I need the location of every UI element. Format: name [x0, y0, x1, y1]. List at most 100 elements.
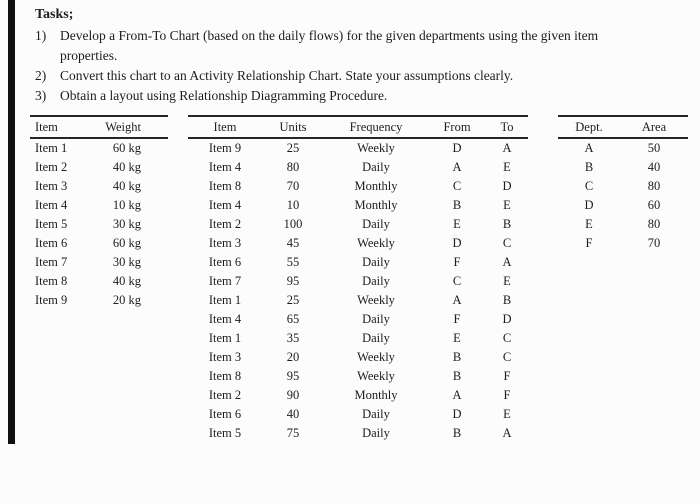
table-row: Item 3 40 kg: [30, 177, 168, 196]
table-cell: 30 kg: [112, 217, 141, 231]
table-row: Item 9 20 kg: [30, 291, 168, 310]
table-row: Item 1 35 Daily E C: [188, 329, 528, 348]
table-cell: A: [452, 160, 462, 174]
table-row: Item 8 95 Weekly B F: [188, 367, 528, 386]
table-cell: 55: [286, 255, 300, 269]
table-cell: E: [503, 407, 511, 421]
table-cell: A: [452, 388, 462, 402]
table-cell: D: [452, 141, 462, 155]
table-cell: Weekly: [357, 369, 395, 383]
table-row: Item 4 65 Daily F D: [188, 310, 528, 329]
table-cell: Daily: [362, 312, 390, 326]
table-cell: E: [503, 274, 511, 288]
table-cell: 10 kg: [112, 198, 141, 212]
table-row: Item 6 60 kg: [30, 234, 168, 253]
table-row: D 60: [558, 196, 688, 215]
table-cell: A: [502, 255, 512, 269]
table-cell: Daily: [362, 160, 390, 174]
column-header: Dept.: [558, 116, 620, 139]
table-header-row: Item Units Frequency From To: [188, 116, 528, 139]
table-cell: Item 2: [35, 160, 68, 174]
task-text: Obtain a layout using Relationship Diagr…: [60, 88, 388, 103]
column-header: Frequency: [324, 116, 428, 139]
column-header: To: [486, 116, 528, 139]
table-cell: 45: [286, 236, 300, 250]
task-item: 2) Convert this chart to an Activity Rel…: [35, 66, 675, 86]
table-cell: Weekly: [357, 141, 395, 155]
table-cell: B: [502, 217, 512, 231]
dept-area-table: Dept. Area A 50 B 40 C 80 D 60 E 80 F 70: [558, 115, 688, 253]
table-cell: C: [452, 179, 462, 193]
table-header-row: Item Weight: [30, 116, 168, 139]
table-cell: E: [453, 217, 461, 231]
table-header-row: Dept. Area: [558, 116, 688, 139]
table-row: E 80: [558, 215, 688, 234]
table-row: F 70: [558, 234, 688, 253]
table-cell: Item 3: [208, 236, 242, 250]
table-cell: 40: [647, 160, 661, 174]
column-header: Item: [188, 116, 262, 139]
table-cell: Item 6: [208, 255, 242, 269]
table-cell: Monthly: [354, 388, 398, 402]
table-cell: 40: [286, 407, 300, 421]
table-cell: B: [452, 426, 462, 440]
table-cell: D: [584, 198, 594, 212]
table-row: Item 5 30 kg: [30, 215, 168, 234]
table-cell: Daily: [362, 255, 390, 269]
table-cell: Weekly: [357, 236, 395, 250]
column-header: From: [428, 116, 486, 139]
table-cell: 40 kg: [112, 274, 141, 288]
table-cell: F: [503, 388, 511, 402]
table-cell: D: [502, 312, 512, 326]
table-cell: 35: [286, 331, 300, 345]
table-cell: Item 9: [208, 141, 242, 155]
table-cell: E: [503, 198, 511, 212]
table-cell: Item 2: [208, 388, 242, 402]
table-cell: Daily: [362, 407, 390, 421]
table-cell: 60 kg: [112, 236, 141, 250]
table-row: Item 1 60 kg: [30, 138, 168, 158]
table-cell: Item 5: [208, 426, 242, 440]
table-cell: Item 4: [35, 198, 68, 212]
table-row: Item 4 80 Daily A E: [188, 158, 528, 177]
table-cell: Item 5: [35, 217, 68, 231]
table-cell: Item 4: [208, 198, 242, 212]
table-cell: A: [502, 141, 512, 155]
table-cell: Item 4: [208, 160, 242, 174]
table-cell: Item 7: [208, 274, 242, 288]
column-header: Area: [620, 116, 688, 139]
table-row: Item 4 10 Monthly B E: [188, 196, 528, 215]
table-cell: E: [585, 217, 593, 231]
table-cell: 60: [647, 198, 661, 212]
table-cell: Monthly: [354, 198, 398, 212]
table-cell: 20 kg: [112, 293, 141, 307]
table-cell: Item 8: [208, 369, 242, 383]
table-cell: B: [452, 198, 462, 212]
table-row: Item 7 95 Daily C E: [188, 272, 528, 291]
table-cell: B: [584, 160, 594, 174]
table-cell: Weekly: [357, 293, 395, 307]
table-cell: Item 6: [208, 407, 242, 421]
table-cell: Item 7: [35, 255, 68, 269]
task-item: 3) Obtain a layout using Relationship Di…: [35, 86, 675, 106]
table-row: Item 8 40 kg: [30, 272, 168, 291]
table-cell: B: [502, 293, 512, 307]
item-flow-table: Item Units Frequency From To Item 9 25 Weekly D A…: [188, 115, 528, 443]
table-row: Item 3 45 Weekly D C: [188, 234, 528, 253]
table-cell: E: [453, 331, 461, 345]
table-cell: 65: [286, 312, 300, 326]
table-cell: Item 1: [208, 331, 242, 345]
table-row: C 80: [558, 177, 688, 196]
table-cell: 80: [647, 217, 661, 231]
tasks-heading: Tasks;: [35, 7, 74, 22]
table-cell: 40 kg: [112, 179, 141, 193]
table-cell: 25: [286, 141, 300, 155]
table-cell: C: [502, 236, 512, 250]
table-row: Item 3 20 Weekly B C: [188, 348, 528, 367]
table-cell: 40 kg: [112, 160, 141, 174]
table-cell: F: [585, 236, 593, 250]
table-row: Item 6 55 Daily F A: [188, 253, 528, 272]
table-cell: C: [502, 331, 512, 345]
table-cell: Item 8: [208, 179, 242, 193]
table-cell: 90: [286, 388, 300, 402]
